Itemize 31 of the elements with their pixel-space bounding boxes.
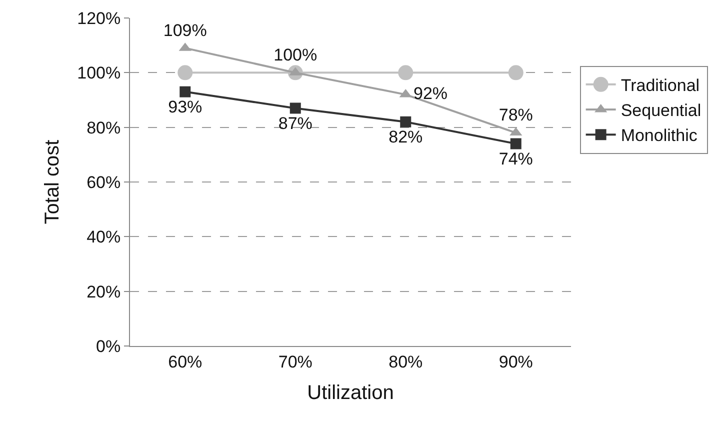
data-label: 82% <box>388 127 423 146</box>
point <box>508 65 524 80</box>
point <box>290 102 301 114</box>
y-tick-label: 40% <box>86 228 121 247</box>
data-label: 93% <box>168 97 202 116</box>
y-tick-label: 0% <box>96 336 121 356</box>
point <box>510 138 522 150</box>
x-tick-label: 60% <box>168 352 202 372</box>
y-tick-label: 60% <box>86 172 121 192</box>
point <box>178 65 193 80</box>
x-tick-label: 80% <box>388 352 423 372</box>
y-tick-label: 120% <box>77 8 121 28</box>
data-label: 74% <box>498 149 533 168</box>
point <box>180 86 191 98</box>
y-tick-label: 100% <box>77 64 121 83</box>
data-label: 100% <box>274 46 318 65</box>
x-axis-title: Utilization <box>307 382 394 404</box>
data-label: 92% <box>414 84 448 103</box>
data-label: 87% <box>278 114 312 133</box>
data-label: 109% <box>163 20 207 40</box>
x-tick-label: 90% <box>498 352 533 372</box>
x-tick-label: 70% <box>278 352 312 372</box>
y-axis-title: Total cost <box>42 139 64 224</box>
data-label: 78% <box>498 106 533 125</box>
point <box>400 116 412 128</box>
legend-label: Traditional <box>620 76 700 96</box>
legend-label: Monolithic <box>620 126 698 146</box>
y-tick-label: 80% <box>86 118 121 138</box>
point <box>398 65 414 80</box>
legend-label: Sequential <box>620 101 702 120</box>
y-tick-label: 20% <box>86 282 121 302</box>
